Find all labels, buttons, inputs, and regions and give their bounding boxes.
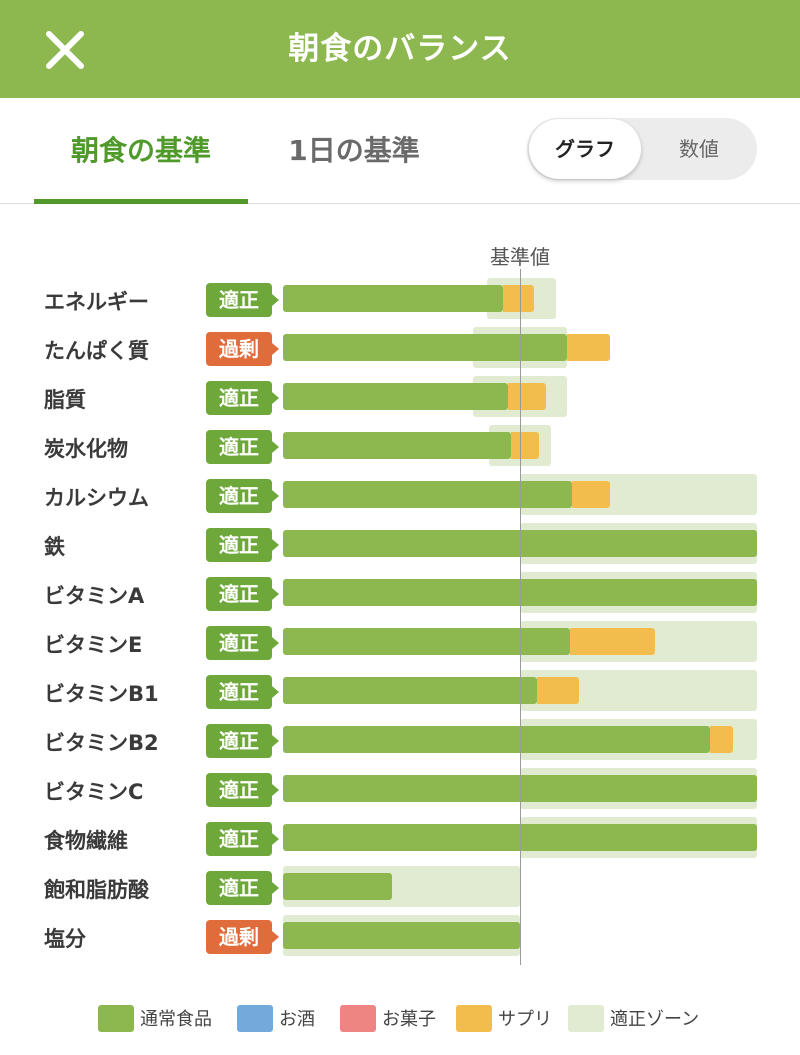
supplement-bar (710, 726, 733, 753)
status-badge: 過剰 (206, 920, 279, 954)
tab-bar: 朝食の基準 1日の基準 グラフ 数値 (0, 98, 800, 204)
legend-swatch (568, 1004, 604, 1032)
nutrient-label: 塩分 (44, 927, 86, 951)
supplement-bar (537, 677, 579, 704)
legend: 通常食品 お酒 お菓子 サプリ 適正ゾーン (0, 998, 800, 1038)
status-badge: 適正 (206, 871, 279, 905)
close-button[interactable] (40, 27, 90, 73)
supplement-bar (508, 383, 546, 410)
nutrient-row: 塩分 過剰 (0, 915, 800, 964)
nutrient-label: 鉄 (44, 535, 65, 559)
nutrient-label: 飽和脂肪酸 (44, 878, 149, 902)
supplement-bar (572, 481, 610, 508)
nutrient-row: たんぱく質 過剰 (0, 327, 800, 376)
toggle-number-option[interactable]: 数値 (679, 137, 719, 161)
legend-swatch (237, 1004, 273, 1032)
normal-food-bar (283, 383, 508, 410)
normal-food-bar (283, 677, 537, 704)
nutrient-row: ビタミンE 適正 (0, 621, 800, 670)
page-title: 朝食のバランス (288, 31, 512, 67)
normal-food-bar (283, 481, 572, 508)
nutrient-row: 飽和脂肪酸 適正 (0, 866, 800, 915)
reference-line (520, 269, 521, 965)
legend-swatch (98, 1004, 134, 1032)
status-badge: 適正 (206, 822, 279, 856)
status-badge: 適正 (206, 479, 279, 513)
supplement-bar (567, 334, 610, 361)
reference-label: 基準値 (490, 245, 550, 269)
status-badge: 過剰 (206, 332, 279, 366)
normal-food-bar (283, 628, 570, 655)
legend-label: お菓子 (382, 1009, 436, 1030)
status-badge: 適正 (206, 577, 279, 611)
legend-swatch (456, 1004, 492, 1032)
nutrient-label: エネルギー (44, 290, 149, 314)
normal-food-bar (283, 334, 567, 361)
nutrient-label: カルシウム (44, 486, 149, 510)
nutrition-balance-chart: 基準値 エネルギー 適正 たんぱく質 過剰 脂質 適正 炭水化物 適正 カルシウム 適正鉄適正 ビタ… (0, 205, 800, 975)
tab-breakfast-standard[interactable]: 朝食の基準 (34, 98, 248, 204)
status-badge: 適正 (206, 724, 279, 758)
header: 朝食のバランス (0, 0, 800, 98)
nutrient-label: 食物繊維 (44, 829, 128, 853)
supplement-bar (511, 432, 539, 459)
legend-normal-food: 通常食品 (98, 998, 212, 1038)
status-badge: 適正 (206, 773, 279, 807)
nutrient-label: 脂質 (44, 388, 86, 412)
normal-food-bar (283, 285, 503, 312)
nutrient-label: ビタミンB2 (44, 731, 159, 755)
nutrient-label: 炭水化物 (44, 437, 128, 461)
supplement-bar (570, 628, 655, 655)
status-badge: 適正 (206, 675, 279, 709)
nutrient-row: 脂質 適正 (0, 376, 800, 425)
nutrient-row: 食物繊維 適正 (0, 817, 800, 866)
view-toggle[interactable]: グラフ 数値 (527, 118, 757, 180)
nutrient-label: ビタミンC (44, 780, 144, 804)
nutrient-row: ビタミンC 適正 (0, 768, 800, 817)
nutrient-row: ビタミンB2 適正 (0, 719, 800, 768)
status-badge: 適正 (206, 430, 279, 464)
normal-food-bar (283, 873, 392, 900)
nutrient-label: たんぱく質 (44, 339, 149, 363)
nutrient-row: 炭水化物 適正 (0, 425, 800, 474)
nutrient-label: ビタミンE (44, 633, 143, 657)
tab-daily-standard[interactable]: 1日の基準 (288, 134, 420, 167)
status-badge: 適正 (206, 626, 279, 660)
status-badge: 適正 (206, 381, 279, 415)
legend-alcohol: お酒 (237, 998, 315, 1038)
legend-label: 適正ゾーン (610, 1009, 700, 1030)
legend-appropriate-zone: 適正ゾーン (568, 998, 699, 1038)
nutrient-row: カルシウム 適正 (0, 474, 800, 523)
legend-snacks: お菓子 (340, 998, 436, 1038)
status-badge: 適正 (206, 528, 279, 562)
normal-food-bar (283, 726, 710, 753)
supplement-bar (503, 285, 534, 312)
nutrient-row: エネルギー 適正 (0, 278, 800, 327)
legend-label: お酒 (279, 1009, 315, 1030)
legend-swatch (340, 1004, 376, 1032)
normal-food-bar (283, 922, 520, 949)
legend-label: 通常食品 (140, 1009, 212, 1030)
legend-label: サプリ (498, 1009, 552, 1030)
nutrient-row: ビタミンA 適正 (0, 572, 800, 621)
close-icon[interactable] (40, 27, 90, 73)
nutrient-row: ビタミンB1 適正 (0, 670, 800, 719)
status-badge: 適正 (206, 283, 279, 317)
legend-supplement: サプリ (456, 998, 552, 1038)
normal-food-bar (283, 432, 511, 459)
toggle-graph-option[interactable]: グラフ (529, 119, 641, 179)
nutrient-label: ビタミンB1 (44, 682, 159, 706)
nutrient-label: ビタミンA (44, 584, 145, 608)
nutrient-row: 鉄 適正 (0, 523, 800, 572)
